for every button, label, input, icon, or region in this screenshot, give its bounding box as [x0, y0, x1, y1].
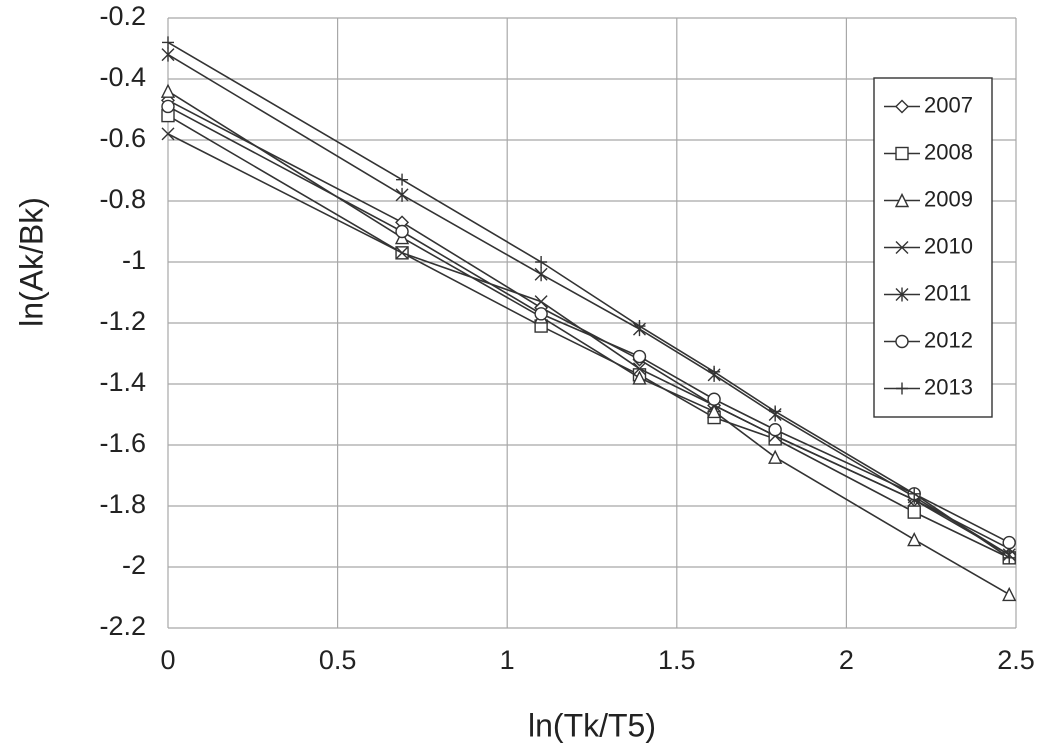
marker	[632, 349, 647, 364]
marker	[907, 531, 922, 547]
marker	[706, 403, 722, 419]
legend-label: 2010	[924, 233, 973, 258]
marker	[769, 405, 782, 418]
marker	[395, 224, 409, 239]
marker	[396, 173, 409, 186]
y-tick-label: -0.6	[99, 123, 146, 153]
y-tick-label: -1.4	[99, 367, 146, 397]
series-line	[167, 114, 1010, 559]
y-tick-label: -0.2	[99, 1, 146, 31]
marker	[632, 370, 647, 385]
marker	[395, 246, 409, 260]
y-tick-label: -1.6	[99, 428, 146, 458]
x-tick-label: 0.5	[319, 645, 357, 675]
y-tick-label: -0.8	[99, 184, 146, 214]
series-line	[167, 105, 1010, 544]
marker	[534, 267, 548, 282]
legend-marker	[896, 382, 908, 395]
marker	[708, 365, 721, 378]
y-tick-label: -1.2	[99, 306, 146, 336]
marker	[768, 449, 783, 464]
x-tick-label: 2.5	[997, 645, 1035, 675]
marker	[908, 487, 921, 500]
legend-marker	[894, 192, 910, 208]
marker	[534, 295, 548, 309]
legend-label: 2008	[924, 139, 973, 164]
marker	[534, 307, 548, 321]
legend-marker	[895, 146, 909, 161]
marker	[1002, 586, 1017, 602]
marker	[160, 83, 176, 98]
y-axis-title: ln(Ak/Bk)	[13, 197, 49, 327]
marker	[1002, 535, 1016, 550]
x-tick-label: 1	[500, 645, 515, 675]
marker	[1003, 551, 1016, 564]
series-line	[167, 41, 1010, 559]
marker	[632, 362, 646, 376]
legend-label: 2011	[924, 280, 971, 305]
y-tick-label: -1.8	[99, 489, 146, 519]
legend-label: 2009	[924, 186, 973, 211]
x-tick-label: 1.5	[658, 645, 696, 675]
y-tick-label: -2.2	[99, 611, 146, 641]
marker	[161, 99, 175, 114]
series-line	[167, 90, 1010, 596]
marker	[161, 47, 175, 62]
legend-label: 2007	[924, 92, 973, 117]
marker	[395, 187, 409, 202]
legend-label: 2012	[924, 327, 973, 352]
legend: 2007 2008 2009 2010 2011 2012 2013	[873, 77, 993, 418]
y-tick-label: -0.4	[99, 62, 146, 92]
legend-label: 2013	[924, 374, 973, 399]
y-tick-label: -2	[122, 550, 146, 580]
marker	[161, 127, 175, 141]
legend-marker	[895, 287, 909, 302]
y-tick-label: -1	[122, 245, 146, 275]
legend-marker	[895, 334, 909, 349]
marker	[162, 36, 174, 49]
legend-marker	[895, 241, 909, 254]
marker	[535, 256, 548, 268]
x-tick-label: 2	[839, 645, 854, 675]
marker	[768, 423, 782, 437]
legend-marker	[895, 99, 909, 114]
marker	[907, 505, 921, 519]
marker	[707, 392, 721, 406]
x-tick-label: 0	[160, 645, 175, 675]
series-line	[167, 133, 1010, 550]
marker	[633, 320, 646, 333]
x-axis-title: ln(Tk/T5)	[528, 707, 656, 743]
